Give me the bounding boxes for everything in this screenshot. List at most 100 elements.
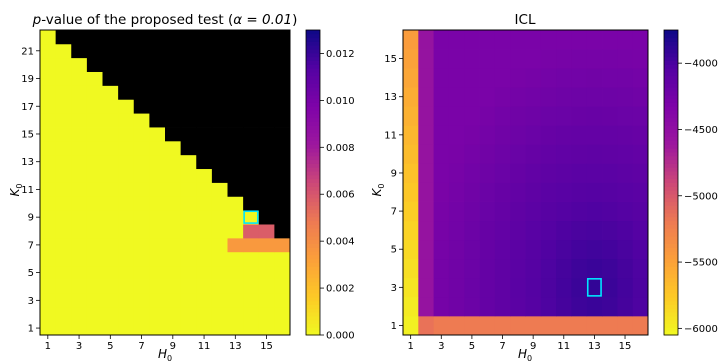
heatmap-cell [118,113,135,128]
heatmap-cell [494,30,511,50]
y-tick-label: 15 [384,54,397,65]
colorbar-segment [306,132,320,138]
colorbar-segment [306,193,320,199]
heatmap-cell [55,293,72,308]
colorbar-segment [664,281,678,286]
colorbar-segment [306,323,320,328]
heatmap-cell [617,144,634,164]
heatmap-cell [40,265,57,280]
heatmap-cell [632,144,649,164]
colorbar-tick-label: 0.004 [326,237,355,248]
heatmap-cell [403,87,419,107]
colorbar-segment [306,201,320,206]
colorbar-segment [664,41,678,46]
heatmap-cell [274,307,291,322]
colorbar-segment [306,148,320,153]
heatmap-cell [464,68,480,88]
colorbar-segment [664,243,678,248]
heatmap-cell [55,113,72,128]
heatmap-cell [464,30,480,50]
colorbar-segment [306,98,320,103]
y-tick-label: 3 [391,283,397,294]
heatmap-cell [540,106,557,126]
colorbar-segment [306,163,320,168]
heatmap-cell [479,258,496,279]
colorbar-segment [664,33,678,39]
colorbar-segment [306,129,320,134]
colorbar-segment [306,281,320,286]
heatmap-cell [274,140,291,156]
heatmap-cell [86,85,103,100]
colorbar-tick-label: 0.000 [326,331,355,342]
colorbar-segment [664,152,678,157]
y-label-sub: 0 [377,184,386,189]
heatmap-cell [448,182,465,202]
heatmap-cell [403,144,419,164]
colorbar-segment [306,224,320,229]
heatmap-cell [586,87,603,107]
colorbar-segment [664,87,678,92]
heatmap-cell [510,277,526,298]
heatmap-cell [211,210,228,225]
heatmap-cell [165,154,182,170]
heatmap-cell [71,293,88,308]
colorbar-segment [664,220,678,225]
colorbar-segment [306,56,320,61]
heatmap-cell [180,265,197,280]
heatmap-cell [525,315,542,336]
colorbar-segment [664,98,678,103]
heatmap-cell [165,265,182,280]
heatmap-cell [86,127,103,142]
icl-y-label: K0 [370,184,386,197]
colorbar-segment [306,304,320,309]
heatmap-cell [540,125,557,145]
best-cell-highlight [586,278,602,297]
colorbar-segment [306,300,320,305]
heatmap-cell [617,68,634,88]
pvalue-plot-frame [39,29,291,336]
colorbar-segment [664,136,678,142]
heatmap-cell [71,279,88,294]
heatmap-cell [211,57,228,72]
colorbar-segment [306,270,320,275]
heatmap-cell [118,71,135,86]
colorbar-segment [664,167,678,172]
heatmap-cell [433,144,450,164]
heatmap-cell [149,57,166,72]
heatmap-cell [71,196,88,211]
y-tick-label: 17 [21,102,34,113]
heatmap-cell [243,321,260,336]
y-tick-label: 13 [21,157,34,168]
heatmap-cell [403,220,419,241]
heatmap-cell [102,293,119,308]
heatmap-cell [180,127,197,142]
y-tick-label: 5 [391,245,397,256]
heatmap-cell [180,99,197,114]
heatmap-cell [617,296,634,317]
heatmap-cell [243,279,260,294]
heatmap-cell [418,315,435,336]
x-tick-label: 9 [170,341,176,352]
heatmap-cell [448,277,465,298]
heatmap-cell [418,30,435,50]
y-label-sub: 0 [15,184,24,189]
colorbar-segment [306,315,320,321]
heatmap-cell [165,279,182,294]
heatmap-cell [180,182,197,197]
heatmap-cell [418,144,435,164]
heatmap-cell [133,99,150,114]
colorbar-segment [664,254,678,260]
heatmap-cell [510,30,526,50]
heatmap-cell [196,113,213,128]
heatmap-cell [165,210,182,225]
heatmap-cell [632,220,649,241]
heatmap-cell [540,163,557,183]
y-tick-label: 9 [391,168,397,179]
heatmap-cell [196,154,213,170]
colorbar-tick-label: −5500 [684,258,718,269]
colorbar-segment [306,64,320,69]
colorbar-segment [664,140,678,145]
heatmap-cell [525,258,542,279]
heatmap-cell [433,315,450,336]
